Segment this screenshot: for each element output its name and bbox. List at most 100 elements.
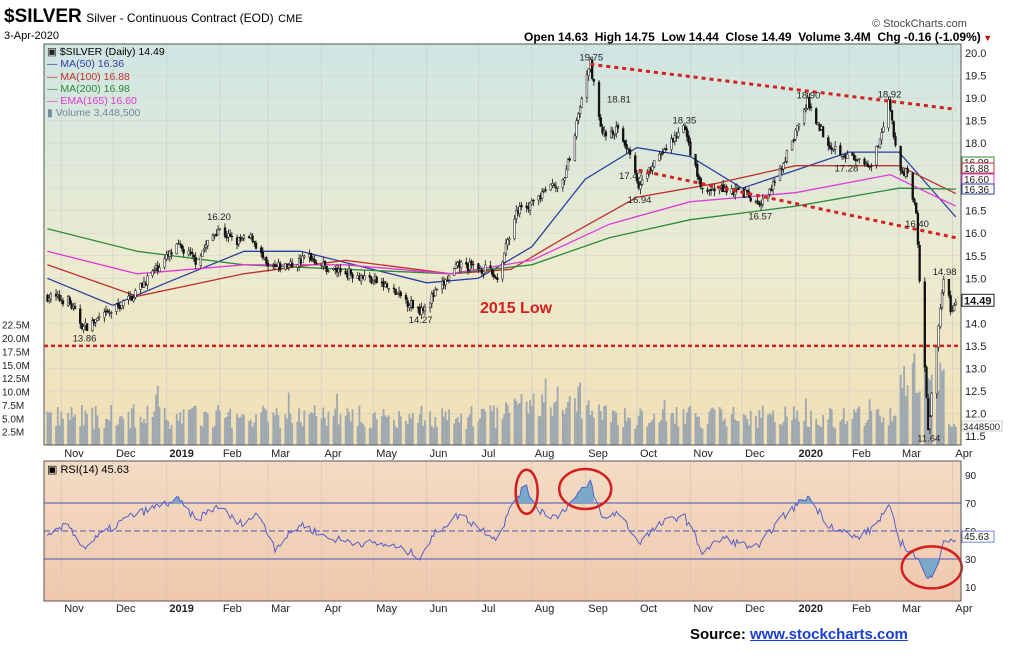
price-candle-body (930, 392, 933, 416)
volume-bar (660, 420, 662, 445)
price-candle-body (191, 252, 194, 255)
volume-bar (182, 409, 185, 445)
volume-bar (551, 416, 554, 445)
price-candle-body (153, 269, 156, 272)
price-candle-body (504, 243, 508, 255)
volume-bar (846, 421, 849, 445)
price-candle-body (520, 205, 523, 208)
volume-bar (484, 411, 487, 445)
price-candle-body (404, 295, 408, 300)
price-candle-body (396, 293, 399, 295)
volume-bar (177, 420, 180, 445)
volume-bar (279, 427, 282, 445)
price-candle-body (265, 256, 268, 264)
price-candle-body (615, 126, 618, 134)
price-candle-body (951, 310, 954, 312)
volume-bar (55, 426, 57, 445)
rsi-y-tick-label: 10 (965, 583, 977, 594)
price-candle-body (913, 198, 916, 203)
price-candle-body (759, 204, 763, 206)
rsi-x-tick-label: Mar (902, 603, 921, 615)
price-candle-body (628, 149, 632, 155)
volume-bar (351, 409, 354, 445)
price-candle-body (604, 131, 608, 137)
price-candle-body (756, 200, 759, 203)
price-candle-body (223, 227, 227, 237)
price-candle-body (585, 74, 589, 99)
volume-bar (575, 411, 578, 445)
volume-bar (213, 425, 216, 445)
volume-bar (923, 368, 926, 445)
price-candle-body (868, 166, 871, 169)
volume-bar (577, 386, 580, 445)
volume-bar (561, 409, 564, 445)
volume-bar (263, 408, 266, 445)
rsi-y-tick-label: 30 (965, 555, 977, 566)
price-candle-body (372, 280, 375, 283)
volume-bar (455, 418, 457, 445)
volume-bar (734, 419, 737, 445)
rsi-y-tick-label: 70 (965, 499, 977, 510)
volume-bar (375, 419, 378, 445)
volume-bar (711, 407, 714, 445)
volume-bar (420, 405, 423, 445)
price-candle-body (894, 136, 897, 146)
volume-bar (358, 405, 361, 445)
volume-bar (212, 427, 214, 445)
volume-bar (806, 426, 809, 445)
volume-bar (424, 420, 426, 445)
volume-bar (918, 391, 921, 445)
support-trendline (638, 168, 957, 240)
volume-bar (93, 428, 95, 445)
source-link[interactable]: www.stockcharts.com (750, 626, 908, 643)
price-candle-body (887, 99, 890, 129)
volume-bar (494, 428, 497, 445)
price-point-label: 16.40 (905, 219, 929, 230)
price-candle-body (622, 128, 625, 142)
low-value: 14.44 (688, 30, 719, 44)
volume-bar (491, 411, 494, 445)
price-candle-body (218, 228, 221, 231)
price-candle-body (468, 261, 471, 270)
volume-bar (870, 411, 873, 445)
price-point-label: 13.86 (73, 334, 97, 345)
price-candle-body (587, 68, 590, 76)
price-candle-body (349, 269, 352, 275)
volume-bar (625, 420, 628, 445)
price-candle-body (780, 169, 783, 171)
volume-bar (586, 405, 588, 445)
volume-bar (639, 408, 642, 445)
price-candle-body (158, 267, 161, 272)
price-candle-body (203, 248, 206, 251)
rsi-highlight-ellipse (900, 545, 963, 590)
price-candle-body (254, 242, 258, 249)
volume-bar (227, 412, 230, 445)
price-candle-body (880, 132, 883, 141)
legend-ma50: — MA(50) 16.36 (47, 58, 125, 71)
volume-bar (58, 425, 61, 445)
price-candle-body (385, 283, 389, 288)
price-y-tick-label: 18.5 (965, 116, 986, 128)
price-y-tick-label: 12.5 (965, 386, 986, 398)
volume-bar (858, 406, 861, 445)
volume-bar (374, 412, 376, 445)
price-candle-body (665, 148, 668, 151)
volume-bar (217, 405, 219, 445)
volume-bar (722, 421, 725, 445)
price-candle-body (566, 159, 570, 171)
price-legend: ▣ $SILVER (Daily) 14.49 — MA(50) 16.36 —… (47, 46, 165, 120)
volume-bar (663, 399, 666, 445)
volume-bar (892, 416, 895, 445)
volume-bar (143, 419, 145, 445)
volume-bar (518, 403, 521, 445)
volume-bar (841, 418, 843, 445)
price-candle-body (828, 145, 832, 149)
volume-bar (515, 400, 518, 445)
volume-bar (429, 411, 432, 445)
volume-bar (310, 412, 313, 445)
rsi-highlight-ellipse (557, 467, 613, 511)
volume-bar (287, 392, 290, 445)
price-candle-body (513, 218, 516, 240)
price-candle-body (399, 292, 402, 296)
price-y-tick-label: 15.0 (965, 273, 986, 285)
